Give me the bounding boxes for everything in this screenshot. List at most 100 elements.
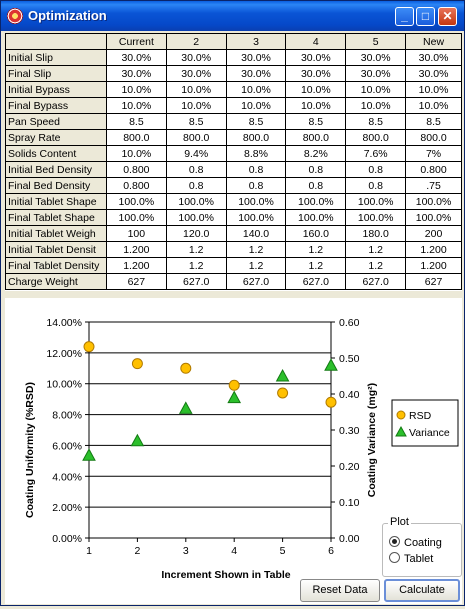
legend-rsd-marker (396, 410, 406, 420)
new-value-cell[interactable]: 200 (405, 225, 462, 242)
close-button[interactable]: ✕ (438, 7, 457, 26)
new-value-cell[interactable]: 800.0 (405, 129, 462, 146)
minimize-icon: _ (401, 9, 408, 23)
table-cell: 180.0 (345, 225, 407, 242)
new-value-cell[interactable]: 30.0% (405, 49, 462, 66)
table-cell: 30.0% (285, 49, 347, 66)
table-cell: 1.200 (105, 241, 167, 258)
table-cell: 0.800 (105, 161, 167, 178)
new-value-cell[interactable]: 10.0% (405, 97, 462, 114)
table-cell: 100.0% (165, 209, 227, 226)
table-row: Final Bypass 10.0% 10.0% 10.0% 10.0% 10.0% 10.… (5, 97, 462, 114)
new-value-cell[interactable]: 100.0% (405, 209, 462, 226)
radio-tablet[interactable]: Tablet (389, 552, 433, 565)
table-cell: 100.0% (165, 193, 227, 210)
new-value-cell[interactable]: 0.800 (405, 161, 462, 178)
legend-variance-label: Variance (409, 427, 450, 439)
table-cell: 1.2 (285, 241, 347, 258)
table-cell: 0.800 (105, 177, 167, 194)
table-cell: 160.0 (285, 225, 347, 242)
table-cell: 100.0% (225, 209, 287, 226)
table-cell: 100.0% (105, 209, 167, 226)
table-cell: 627.0 (165, 273, 227, 290)
row-label: Initial Slip (5, 49, 107, 66)
new-value-cell[interactable]: 30.0% (405, 65, 462, 82)
table-cell: 1.2 (225, 241, 287, 258)
table-cell: 10.0% (345, 81, 407, 98)
radio-coating-label: Coating (404, 537, 442, 549)
variance-point (130, 433, 145, 447)
row-label: Final Bed Density (5, 177, 107, 194)
new-value-cell[interactable]: 627 (405, 273, 462, 290)
y2-tick-label: 0.30 (339, 425, 360, 437)
row-label: Initial Bypass (5, 81, 107, 98)
radio-tablet-indicator[interactable] (389, 552, 400, 563)
minimize-button[interactable]: _ (395, 7, 414, 26)
rsd-point (180, 362, 192, 374)
y-tick-label: 14.00% (46, 317, 82, 329)
row-label: Initial Tablet Densit (5, 241, 107, 258)
table-cell: 120.0 (165, 225, 227, 242)
table-cell: 10.0% (165, 97, 227, 114)
radio-coating[interactable]: Coating (389, 536, 442, 549)
table-cell: 627.0 (225, 273, 287, 290)
table-cell: 10.0% (225, 81, 287, 98)
table-row: Solids Content 10.0% 9.4% 8.8% 8.2% 7.6% 7% (5, 145, 462, 162)
table-cell: 1.2 (165, 257, 227, 274)
table-cell: 1.2 (345, 241, 407, 258)
legend-variance-marker (395, 425, 407, 437)
row-label: Pan Speed (5, 113, 107, 130)
table-row: Pan Speed 8.5 8.5 8.5 8.5 8.5 8.5 (5, 113, 462, 130)
x-tick-label: 6 (328, 545, 334, 557)
y-axis-label: Coating Uniformity (%RSD) (24, 382, 36, 518)
calculate-button[interactable]: Calculate (384, 579, 460, 602)
maximize-button[interactable]: □ (416, 7, 435, 26)
plot-group-label: Plot (388, 516, 411, 528)
new-value-cell[interactable]: .75 (405, 177, 462, 194)
column-header: New (405, 33, 462, 50)
x-tick-label: 3 (183, 545, 189, 557)
new-value-cell[interactable]: 8.5 (405, 113, 462, 130)
table-cell: 30.0% (345, 65, 407, 82)
table-row: Initial Tablet Shape 100.0% 100.0% 100.0% 10… (5, 193, 462, 210)
y-tick-label: 6.00% (52, 440, 82, 452)
radio-tablet-label: Tablet (404, 553, 434, 565)
variance-point (178, 401, 193, 414)
table-cell: 30.0% (165, 49, 227, 66)
radio-coating-indicator[interactable] (389, 536, 400, 547)
table-cell: 1.2 (285, 257, 347, 274)
chart-panel: 0.00% 2.00% 4.00% 6.00% 8.00% 10.00% 12.00% 14.… (5, 298, 462, 604)
rsd-point (325, 396, 337, 408)
table-cell: 100.0% (285, 209, 347, 226)
rsd-point (277, 387, 289, 399)
reset-data-button[interactable]: Reset Data (300, 579, 380, 602)
row-label: Initial Tablet Shape (5, 193, 107, 210)
table-cell: 30.0% (165, 65, 227, 82)
column-header: 5 (345, 33, 407, 50)
table-cell: 100.0% (345, 193, 407, 210)
new-value-cell[interactable]: 1.200 (405, 257, 462, 274)
table-cell: 140.0 (225, 225, 287, 242)
new-value-cell[interactable]: 1.200 (405, 241, 462, 258)
column-header: 3 (225, 33, 287, 50)
row-label: Final Bypass (5, 97, 107, 114)
table-row: Spray Rate 800.0 800.0 800.0 800.0 800.0 800.0 (5, 129, 462, 146)
new-value-cell[interactable]: 100.0% (405, 193, 462, 210)
y-tick-label: 10.00% (46, 379, 82, 391)
table-cell: 0.8 (345, 177, 407, 194)
new-value-cell[interactable]: 7% (405, 145, 462, 162)
chart-legend (391, 399, 459, 447)
table-cell: 8.5 (345, 113, 407, 130)
variance-point (82, 448, 96, 461)
table-cell: 9.4% (165, 145, 227, 162)
table-cell: 800.0 (345, 129, 407, 146)
legend-rsd-label: RSD (409, 410, 432, 422)
title-bar[interactable]: Optimization _ □ ✕ (1, 1, 464, 31)
table-cell: 800.0 (225, 129, 287, 146)
table-cell: 10.0% (105, 97, 167, 114)
y2-tick-label: 0.00 (339, 533, 360, 545)
new-value-cell[interactable]: 10.0% (405, 81, 462, 98)
table-cell: 627 (105, 273, 167, 290)
y-tick-label: 0.00% (52, 533, 82, 545)
y-tick-label: 12.00% (46, 348, 82, 360)
